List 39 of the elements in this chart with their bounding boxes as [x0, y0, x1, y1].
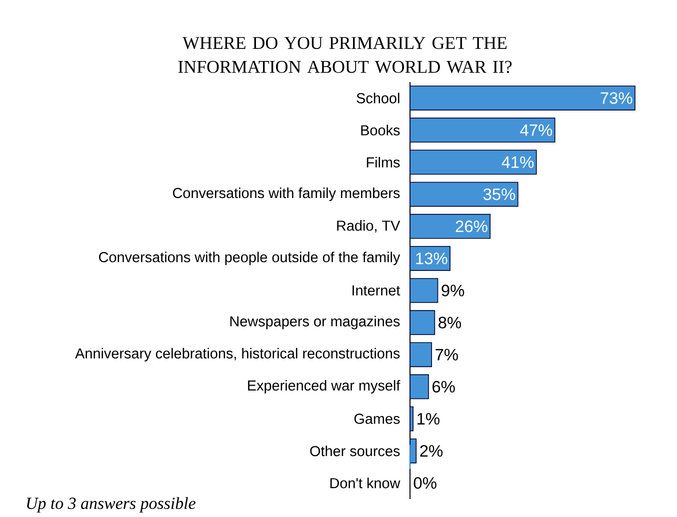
y-tick-label: Internet [352, 285, 400, 296]
data-label: 6% [432, 380, 455, 393]
data-label: 2% [420, 445, 443, 457]
y-tick-label: Newspapers or magazines [230, 316, 400, 330]
bar [410, 374, 429, 400]
y-tick-label: Radio, TV [337, 220, 400, 232]
data-label: 35% [483, 188, 516, 200]
bar [410, 150, 537, 175]
data-label: 9% [442, 284, 464, 296]
data-label: 8% [438, 316, 462, 328]
data-label: 47% [520, 124, 552, 136]
bar [410, 278, 438, 303]
bar [410, 214, 491, 239]
data-label: 13% [416, 252, 448, 264]
bar [410, 182, 518, 207]
y-tick-label: Films [366, 156, 400, 168]
text: Up to 3 answers possible [27, 497, 196, 512]
data-label: 26% [456, 220, 488, 232]
data-label: 1% [418, 413, 440, 425]
data-label: 73% [600, 92, 632, 104]
bar [410, 310, 436, 336]
bar [410, 118, 556, 143]
y-tick-label: Books [361, 124, 400, 136]
y-tick-label: Don't know [330, 478, 400, 488]
bar [410, 406, 414, 432]
bar [410, 86, 636, 110]
bar [410, 342, 432, 368]
y-tick-label: Anniversary celebrations, historical reconstructions [75, 348, 400, 362]
data-label: 7% [436, 348, 458, 360]
chart-title: WHERE DO YOU PRIMARILY GET THE INFORMATION ABOUT WORLD WAR II? [178, 36, 512, 74]
y-tick-label: Conversations with people outside of the family [99, 252, 400, 266]
y-tick-label: Games [354, 414, 400, 424]
y-tick-label: School [356, 92, 400, 104]
y-tick-label: Experienced war myself [248, 380, 400, 394]
bar [410, 246, 450, 271]
y-tick-label: Conversations with family members [172, 188, 400, 201]
data-label: 0% [414, 477, 436, 489]
data-label: 41% [502, 156, 534, 168]
y-tick-label: Other sources [310, 446, 400, 456]
